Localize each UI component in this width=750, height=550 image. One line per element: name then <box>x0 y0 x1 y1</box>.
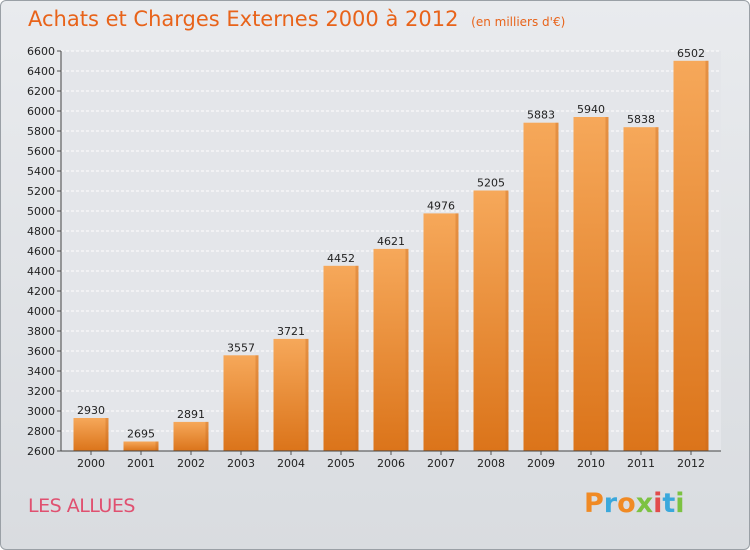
y-tick-label: 4200 <box>27 285 55 298</box>
x-tick-label: 2006 <box>377 457 405 470</box>
chart-unit: (en milliers d'€) <box>471 15 566 29</box>
logo-letter: x <box>635 488 654 519</box>
y-tick-label: 6000 <box>27 105 55 118</box>
x-tick-label: 2011 <box>627 457 655 470</box>
bar <box>623 127 659 451</box>
y-tick-label: 3000 <box>27 405 55 418</box>
y-tick-label: 4000 <box>27 305 55 318</box>
bar-shade <box>405 248 409 451</box>
proxiti-logo: Proxiti <box>584 488 685 519</box>
logo-letter: o <box>617 488 636 519</box>
y-tick-label: 6200 <box>27 85 55 98</box>
y-tick-label: 2800 <box>27 425 55 438</box>
y-tick-label: 5000 <box>27 205 55 218</box>
y-tick-label: 4400 <box>27 265 55 278</box>
bar-value-label: 5883 <box>527 109 555 122</box>
y-tick-label: 3400 <box>27 365 55 378</box>
y-tick-label: 5800 <box>27 125 55 138</box>
bar-shade <box>705 60 709 452</box>
x-tick-label: 2009 <box>527 457 555 470</box>
y-tick-label: 4600 <box>27 245 55 258</box>
bar <box>73 418 109 451</box>
bar <box>173 421 209 451</box>
bar <box>523 122 559 451</box>
x-tick-label: 2007 <box>427 457 455 470</box>
bar-shade <box>555 122 559 451</box>
bar-value-label: 2695 <box>127 428 155 441</box>
bar-shade <box>255 355 259 451</box>
axes: 2600 2800 3000 3200 3400 3600 3800 4000 4200 4400… <box>27 45 721 470</box>
bar-shade <box>155 441 159 451</box>
logo-letter: r <box>603 488 618 519</box>
x-tick-label: 2005 <box>327 457 355 470</box>
x-tick-label: 2008 <box>477 457 505 470</box>
y-tick-label: 5600 <box>27 145 55 158</box>
y-tick-label: 3800 <box>27 325 55 338</box>
bar <box>673 60 709 452</box>
bar-shade <box>505 190 509 451</box>
bar-shade <box>305 338 309 451</box>
bar-shade <box>655 127 659 451</box>
bar-value-label: 2930 <box>77 404 105 417</box>
logo-letter: P <box>584 488 604 519</box>
y-tick-label: 2600 <box>27 445 55 458</box>
x-tick-label: 2004 <box>277 457 305 470</box>
bar <box>123 441 159 451</box>
bar-value-label: 4452 <box>327 252 355 265</box>
y-tick-label: 6400 <box>27 65 55 78</box>
logo-letter: i <box>653 488 663 519</box>
bar-value-label: 3721 <box>277 325 305 338</box>
bar-value-label: 3557 <box>227 341 255 354</box>
bar-shade <box>605 117 609 451</box>
bar-shade <box>355 265 359 451</box>
bar-value-label: 6502 <box>677 47 705 60</box>
bar <box>323 265 359 451</box>
logo-letter: i <box>675 488 685 519</box>
bar-shade <box>105 418 109 451</box>
bar <box>273 338 309 451</box>
chart-title-text: Achats et Charges Externes 2000 à 2012 <box>28 7 459 31</box>
bar <box>473 190 509 451</box>
x-tick-label: 2002 <box>177 457 205 470</box>
y-tick-label: 6600 <box>27 45 55 58</box>
bar <box>573 117 609 451</box>
y-tick-label: 5400 <box>27 165 55 178</box>
bar-value-label: 5205 <box>477 177 505 190</box>
y-tick-label: 4800 <box>27 225 55 238</box>
chart-title: Achats et Charges Externes 2000 à 2012 (… <box>28 7 565 31</box>
bar <box>423 213 459 451</box>
x-tick-label: 2012 <box>677 457 705 470</box>
y-tick-label: 5200 <box>27 185 55 198</box>
y-tick-label: 3200 <box>27 385 55 398</box>
bar-shade <box>455 213 459 451</box>
bar-shade <box>205 421 209 451</box>
bar-value-label: 4976 <box>427 199 455 212</box>
y-tick-label: 3600 <box>27 345 55 358</box>
x-tick-label: 2000 <box>77 457 105 470</box>
bar-value-label: 4621 <box>377 235 405 248</box>
x-tick-label: 2001 <box>127 457 155 470</box>
logo-letter: t <box>662 488 676 519</box>
x-tick-label: 2003 <box>227 457 255 470</box>
bar <box>223 355 259 451</box>
commune-name: LES ALLUES <box>28 495 135 517</box>
bars: 2930 2695 2891 3557 3721 4452 4621 4976 5205 5883… <box>73 47 709 452</box>
bar-value-label: 5838 <box>627 113 655 126</box>
x-tick-label: 2010 <box>577 457 605 470</box>
bar-value-label: 5940 <box>577 103 605 116</box>
bar-value-label: 2891 <box>177 408 205 421</box>
bar <box>373 248 409 451</box>
